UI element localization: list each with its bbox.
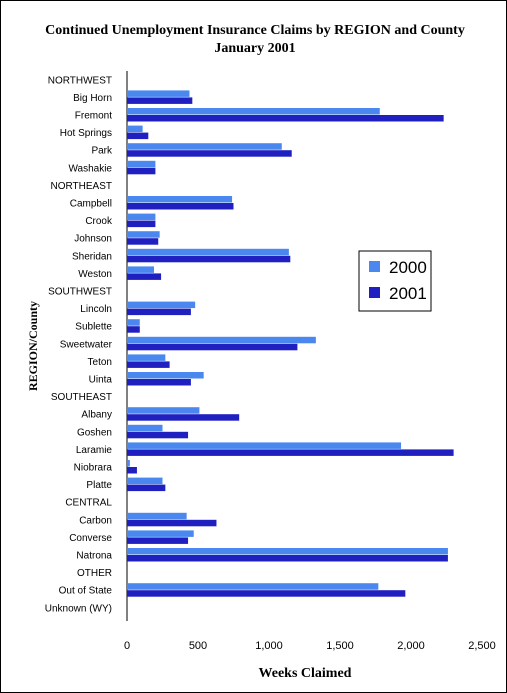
bar-2001-platte xyxy=(127,484,166,492)
bar-2001-teton xyxy=(127,361,170,368)
bar-2000-crook xyxy=(127,213,156,221)
bar-2000-sheridan xyxy=(127,248,289,256)
category-label-goshen: Goshen xyxy=(77,427,112,438)
legend-swatch-2000 xyxy=(369,261,380,272)
category-label-fremont: Fremont xyxy=(75,111,112,122)
category-label-laramie: Laramie xyxy=(76,445,113,456)
bar-2001-carbon xyxy=(127,519,217,527)
bars xyxy=(127,90,454,597)
bar-2000-converse xyxy=(127,530,194,537)
y-axis-title: REGION/County xyxy=(26,301,40,391)
category-labels: NORTHWEST Big Horn Fremont Hot Springs Park W… xyxy=(45,75,113,614)
category-label-sweetwater: Sweetwater xyxy=(60,339,113,350)
category-label-albany: Albany xyxy=(81,410,112,421)
legend-label-2001: 2001 xyxy=(389,284,427,303)
bar-2000-sweetwater xyxy=(127,336,316,344)
chart-title: Continued Unemployment Insurance Claims … xyxy=(45,23,465,38)
x-tick-label: 1,500 xyxy=(326,640,354,652)
bar-2001-niobrara xyxy=(127,467,137,474)
bar-2001-park xyxy=(127,150,292,157)
category-label-lincoln: Lincoln xyxy=(80,304,112,315)
category-label-park: Park xyxy=(91,146,113,157)
category-label-niobrara: Niobrara xyxy=(74,463,113,474)
bar-2000-uinta xyxy=(127,372,204,379)
bar-2001-campbell xyxy=(127,203,234,210)
category-label-southeast: SOUTHEAST xyxy=(51,392,112,403)
bar-2001-hot-springs xyxy=(127,132,149,140)
bar-2000-weston xyxy=(127,266,154,273)
bar-2000-goshen xyxy=(127,424,163,432)
category-label-campbell: Campbell xyxy=(70,199,112,210)
category-label-other: OTHER xyxy=(77,568,112,579)
bar-2001-sheridan xyxy=(127,255,291,263)
bar-2001-weston xyxy=(127,273,162,280)
category-label-washakie: Washakie xyxy=(68,163,112,174)
bar-2000-carbon xyxy=(127,512,187,520)
x-tick-label: 2,500 xyxy=(468,640,496,652)
category-label-carbon: Carbon xyxy=(79,515,112,526)
bar-2001-laramie xyxy=(127,449,454,456)
x-axis-title: Weeks Claimed xyxy=(259,666,352,681)
bar-2001-converse xyxy=(127,537,189,544)
category-label-central: CENTRAL xyxy=(65,498,112,509)
bar-2000-big-horn xyxy=(127,90,190,97)
bar-2000-washakie xyxy=(127,160,156,168)
category-label-crook: Crook xyxy=(85,216,113,227)
x-tick-label: 1,000 xyxy=(255,640,283,652)
x-tick-label: 2,000 xyxy=(397,640,425,652)
category-label-hot-springs: Hot Springs xyxy=(60,128,112,139)
bar-2000-laramie xyxy=(127,442,402,449)
bar-2001-uinta xyxy=(127,379,191,386)
category-label-northeast: NORTHEAST xyxy=(51,181,113,192)
legend: 2000 2001 xyxy=(358,250,432,312)
category-label-sublette: Sublette xyxy=(75,322,112,333)
bar-2000-natrona xyxy=(127,548,448,555)
bar-2000-albany xyxy=(127,407,200,414)
category-label-teton: Teton xyxy=(88,357,112,368)
category-label-platte: Platte xyxy=(86,480,112,491)
bar-2000-sublette xyxy=(127,319,140,326)
bar-2000-park xyxy=(127,143,282,150)
bar-2001-fremont xyxy=(127,115,444,122)
bar-2000-fremont xyxy=(127,108,380,115)
category-label-out-of-state: Out of State xyxy=(59,586,113,597)
bar-2001-albany xyxy=(127,414,240,421)
category-label-converse: Converse xyxy=(69,533,112,544)
bar-2001-goshen xyxy=(127,431,189,439)
bar-2001-lincoln xyxy=(127,308,191,316)
bar-2001-out-of-state xyxy=(127,590,406,597)
x-axis-ticks: 0 500 1,000 1,500 2,000 2,500 xyxy=(124,640,496,652)
legend-label-2000: 2000 xyxy=(389,258,427,277)
bar-2000-platte xyxy=(127,477,163,485)
category-label-johnson: Johnson xyxy=(74,234,112,245)
bar-2000-teton xyxy=(127,354,166,361)
bar-2001-johnson xyxy=(127,238,159,245)
category-label-southwest: SOUTHWEST xyxy=(48,287,112,298)
legend-swatch-2001 xyxy=(369,287,380,298)
bar-2000-hot-springs xyxy=(127,125,143,133)
bar-2001-sweetwater xyxy=(127,343,298,351)
bar-2000-campbell xyxy=(127,196,233,203)
category-label-sheridan: Sheridan xyxy=(72,251,112,262)
chart-subtitle: January 2001 xyxy=(214,41,295,56)
bar-2000-out-of-state xyxy=(127,583,379,590)
category-label-big-horn: Big Horn xyxy=(73,93,112,104)
bar-2000-lincoln xyxy=(127,301,196,309)
bar-2001-natrona xyxy=(127,555,448,562)
category-label-uinta: Uinta xyxy=(89,375,113,386)
category-label-northwest: NORTHWEST xyxy=(48,75,112,86)
x-tick-label: 0 xyxy=(124,640,130,652)
bar-2000-niobrara xyxy=(127,460,130,467)
bar-2001-washakie xyxy=(127,167,156,175)
category-label-weston: Weston xyxy=(78,269,112,280)
bar-2001-crook xyxy=(127,220,156,228)
category-label-unknown-wy: Unknown (WY) xyxy=(45,603,112,614)
bar-2001-sublette xyxy=(127,326,140,333)
bar-2001-big-horn xyxy=(127,97,193,104)
category-label-natrona: Natrona xyxy=(76,551,112,562)
bar-2000-johnson xyxy=(127,231,160,238)
x-tick-label: 500 xyxy=(189,640,207,652)
